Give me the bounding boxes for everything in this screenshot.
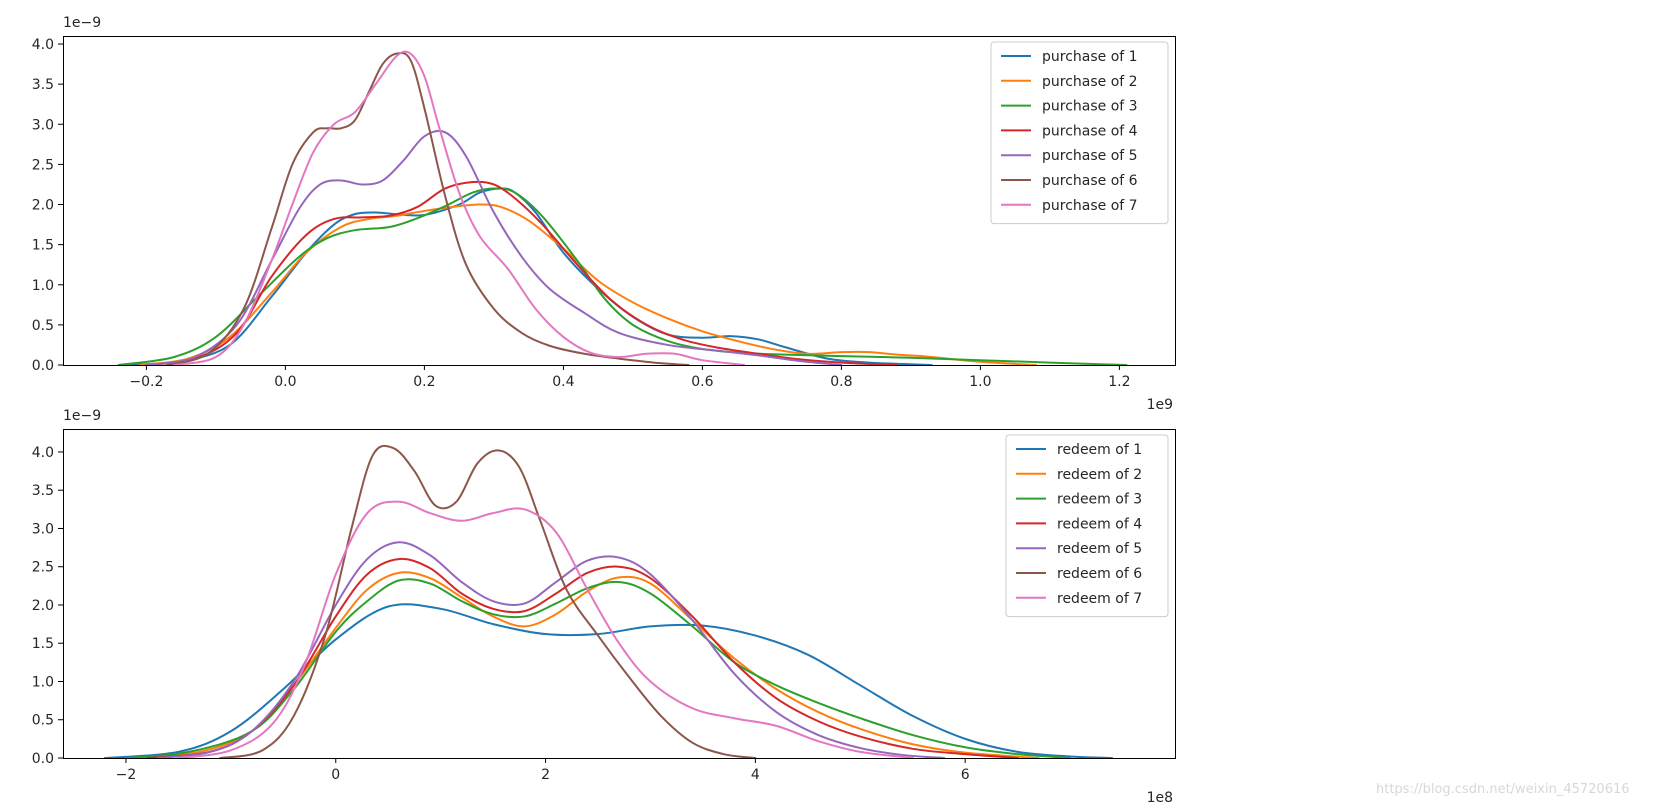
x-tick-label: 0.8 (830, 374, 852, 390)
purchase-series-line-6 (166, 51, 690, 365)
legend-label: purchase of 1 (1042, 49, 1138, 65)
y-tick-label: 2.5 (32, 560, 54, 576)
legend-label: redeem of 6 (1057, 566, 1142, 582)
x-tick-label: 0.6 (691, 374, 713, 390)
purchase-series-line-5 (145, 129, 843, 365)
x-tick-label: −2 (116, 767, 137, 783)
legend-label: redeem of 2 (1057, 467, 1142, 483)
x-tick-label: 2 (541, 767, 550, 783)
legend-label: redeem of 4 (1057, 516, 1142, 532)
series-lines (103, 444, 1114, 758)
y-tick-label: 1.0 (32, 278, 54, 294)
axes-frame (63, 429, 1176, 759)
y-tick-label: 4.0 (32, 37, 54, 53)
y-offset-label: 1e−9 (63, 408, 101, 424)
y-tick-label: 3.0 (32, 521, 54, 537)
x-tick-label: 0.2 (413, 374, 435, 390)
legend-label: redeem of 1 (1057, 442, 1142, 458)
legend-box (990, 41, 1169, 225)
legend-label: redeem of 5 (1057, 541, 1142, 557)
x-tick-label: 0 (331, 767, 340, 783)
series-lines (117, 50, 1128, 365)
legend-label: redeem of 7 (1057, 591, 1142, 607)
redeem-series-line-6 (219, 444, 757, 758)
legend-label: purchase of 3 (1042, 99, 1138, 115)
redeem-series-line-7 (177, 500, 914, 758)
axes-frame (63, 36, 1176, 366)
legend-box (1005, 434, 1169, 618)
redeem-series-line-4 (145, 557, 1019, 758)
y-tick-label: 0.0 (32, 751, 54, 767)
legend: redeem of 1 redeem of 2 redeem of 3 redeem … (1005, 434, 1169, 618)
y-tick-label: 2.0 (32, 198, 54, 214)
y-tick-label: 2.0 (32, 598, 54, 614)
legend: purchase of 1 purchase of 2 purchase of 3 p… (990, 41, 1169, 225)
y-tick-label: 0.5 (32, 713, 54, 729)
legend-label: purchase of 4 (1042, 123, 1138, 139)
watermark-text: https://blog.csdn.net/weixin_45720616 (1376, 782, 1630, 797)
redeem-kde-panel: −2 0 2 4 6 0.0 0.5 1.0 1.5 2.0 2.5 3.0 3.5 4.0 1e−9 1e8… (32, 408, 1176, 806)
purchase-series-line-1 (124, 187, 933, 365)
legend-label: purchase of 2 (1042, 74, 1138, 90)
x-tick-label: −0.2 (129, 374, 163, 390)
y-tick-label: 1.5 (32, 238, 54, 254)
legend-label: purchase of 6 (1042, 173, 1138, 189)
y-tick-label: 3.5 (32, 483, 54, 499)
y-tick-label: 0.0 (32, 358, 54, 374)
x-tick-label: 1.0 (969, 374, 991, 390)
legend-label: purchase of 5 (1042, 148, 1138, 164)
purchase-kde-panel: −0.2 0.0 0.2 0.4 0.6 0.8 1.0 1.2 0.0 0.5 1.0 1.5 2.0… (32, 15, 1176, 413)
purchase-series-line-2 (138, 203, 1037, 365)
x-tick-label: 0.4 (552, 374, 574, 390)
redeem-series-line-1 (103, 603, 1114, 758)
x-offset-label: 1e8 (1147, 790, 1173, 806)
y-offset-label: 1e−9 (63, 15, 101, 31)
x-offset-label: 1e9 (1147, 397, 1173, 413)
redeem-series-line-2 (135, 571, 1040, 758)
y-tick-label: 3.5 (32, 77, 54, 93)
purchase-series-line-4 (145, 180, 898, 365)
y-tick-label: 1.5 (32, 636, 54, 652)
x-tick-label: 6 (961, 767, 970, 783)
y-tick-label: 0.5 (32, 318, 54, 334)
purchase-series-line-7 (173, 50, 746, 365)
y-tick-label: 3.0 (32, 117, 54, 133)
redeem-series-line-3 (124, 578, 1072, 758)
x-tick-label: 0.0 (274, 374, 296, 390)
y-tick-label: 2.5 (32, 157, 54, 173)
legend-label: redeem of 3 (1057, 492, 1142, 508)
legend-label: purchase of 7 (1042, 198, 1138, 214)
purchase-series-line-3 (117, 187, 1128, 365)
y-tick-label: 4.0 (32, 445, 54, 461)
y-tick-label: 1.0 (32, 674, 54, 690)
x-tick-label: 4 (751, 767, 760, 783)
x-tick-label: 1.2 (1108, 374, 1130, 390)
